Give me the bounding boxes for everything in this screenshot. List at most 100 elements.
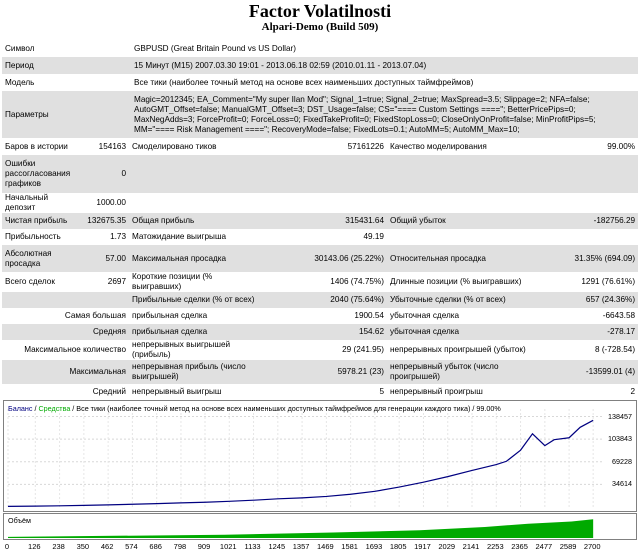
model-value: Все тики (наиболее точный метод на основ…	[74, 74, 639, 91]
x-tick-label: 2365	[511, 542, 528, 551]
period-label: Период	[2, 57, 74, 74]
net-label: Чистая прибыль	[2, 213, 74, 229]
x-tick-label: 462	[100, 542, 114, 551]
report-subtitle: Alpari-Demo (Build 509)	[261, 21, 379, 33]
avg-cons-wins-label: непрерывный выигрыш	[129, 384, 262, 400]
row-deposit: Начальный депозит 1000.00	[2, 193, 639, 213]
rel-dd-value: 31.35% (694.09)	[542, 245, 639, 272]
pf-label: Прибыльность	[2, 229, 74, 245]
quality-label: Качество моделирования	[387, 138, 542, 155]
row-profit-trades: Прибыльные сделки (% от всех) 2040 (75.6…	[2, 292, 639, 308]
x-tick-label: 1917	[414, 542, 431, 551]
volume-chart: Объём	[3, 513, 637, 540]
row-largest: Самая большая прибыльная сделка 1900.54 …	[2, 308, 639, 324]
report-table: Символ GBPUSD (Great Britain Pound vs US…	[2, 40, 639, 400]
trades-label: Всего сделок	[2, 272, 74, 292]
quality-value: 99.00%	[542, 138, 639, 155]
expect-label: Матожидание выигрыша	[129, 229, 262, 245]
row-drawdown: Абсолютная просадка 57.00 Максимальная п…	[2, 245, 639, 272]
max-cons-wins-value: 29 (241.95)	[262, 340, 387, 360]
row-pf: Прибыльность 1.73 Матожидание выигрыша 4…	[2, 229, 639, 245]
average-profit-label: прибыльная сделка	[129, 324, 262, 340]
x-tick-label: 238	[52, 542, 65, 551]
net-value: 132675.35	[74, 213, 129, 229]
max-dd-value: 30143.06 (25.22%)	[262, 245, 387, 272]
largest-profit-value: 1900.54	[262, 308, 387, 324]
x-tick-label: 1021	[219, 542, 237, 551]
x-tick-label: 350	[76, 542, 90, 551]
params-label: Параметры	[2, 91, 74, 138]
pf-value: 1.73	[74, 229, 129, 245]
balance-line	[7, 419, 594, 507]
period-value: 15 Минут (M15) 2007.03.30 19:01 - 2013.0…	[74, 57, 639, 74]
gross-profit-value: 315431.64	[262, 213, 387, 229]
short-label: Короткие позиции (% выигравших)	[129, 272, 262, 292]
largest-loss-label: убыточная сделка	[387, 308, 542, 324]
y-tick-label: 103843	[608, 434, 632, 444]
maximal-label: Максимальная	[2, 360, 129, 384]
long-value: 1291 (76.61%)	[542, 272, 639, 292]
max-dd-label: Максимальная просадка	[129, 245, 262, 272]
deposit-label: Начальный депозит	[2, 193, 74, 213]
gross-loss-label: Общий убыток	[387, 213, 542, 229]
model-label: Модель	[2, 74, 74, 91]
gross-loss-value: -182756.29	[542, 213, 639, 229]
loss-trades-label: Убыточные сделки (% от всех)	[387, 292, 542, 308]
x-tick-label: 1693	[365, 542, 383, 551]
row-max-count: Максимальное количество непрерывных выиг…	[2, 340, 639, 360]
bars-label: Баров в истории	[2, 138, 74, 155]
errors-label: Ошибки рассогласования графиков	[2, 155, 74, 193]
average-profit-value: 154.62	[262, 324, 387, 340]
balance-chart: Баланс / Средства / Все тики (наиболее т…	[3, 400, 637, 512]
maximal-loss-label: непрерывный убыток (число проигрышей)	[387, 360, 542, 384]
x-tick-label: 1469	[317, 542, 334, 551]
gross-profit-label: Общая прибыль	[129, 213, 262, 229]
avg-cons-wins-value: 5	[262, 384, 387, 400]
y-tick-label: 34614	[612, 479, 632, 489]
volume-area	[8, 519, 594, 538]
maximal-profit-label: непрерывная прибыль (число выигрышей)	[129, 360, 262, 384]
volume-chart-svg	[8, 519, 594, 538]
x-tick-label: 0	[4, 542, 10, 551]
row-maximal: Максимальная непрерывная прибыль (число …	[2, 360, 639, 384]
bars-value: 154163	[74, 138, 129, 155]
profit-trades-label: Прибыльные сделки (% от всех)	[129, 292, 262, 308]
loss-trades-value: 657 (24.36%)	[542, 292, 639, 308]
x-axis: 0 126 238 350 462 574 686 798 909 1021 1133 1245 135…	[3, 542, 637, 552]
ticks-label: Смоделировано тиков	[129, 138, 262, 155]
x-tick-label: 2253	[486, 542, 504, 551]
x-tick-label: 2029	[438, 542, 456, 551]
x-tick-label: 2141	[462, 542, 480, 551]
abs-dd-value: 57.00	[74, 245, 129, 272]
row-avg-cons: Средний непрерывный выигрыш 5 непрерывны…	[2, 384, 639, 400]
x-tick-label: 1805	[389, 542, 407, 551]
max-cons-losses-label: непрерывных проигрышей (убыток)	[387, 340, 542, 360]
trades-value: 2697	[74, 272, 129, 292]
max-cons-wins-label: непрерывных выигрышей (прибыль)	[129, 340, 262, 360]
largest-loss-value: -6643.58	[542, 308, 639, 324]
row-period: Период 15 Минут (M15) 2007.03.30 19:01 -…	[2, 57, 639, 74]
row-params: Параметры Magic=2012345; EA_Comment="My …	[2, 91, 639, 138]
largest-profit-label: прибыльная сделка	[129, 308, 262, 324]
params-value: Magic=2012345; EA_Comment="My super Ilan…	[74, 91, 639, 138]
row-errors: Ошибки рассогласования графиков 0	[2, 155, 639, 193]
legend-separator: /	[32, 404, 39, 413]
long-label: Длинные позиции (% выигравших)	[387, 272, 542, 292]
row-average: Средняя прибыльная сделка 154.62 убыточн…	[2, 324, 639, 340]
rel-dd-label: Относительная просадка	[387, 245, 542, 272]
x-tick-label: 2477	[535, 542, 553, 551]
x-tick-label: 1357	[292, 542, 310, 551]
x-tick-label: 126	[28, 542, 41, 551]
x-tick-label: 2700	[583, 542, 601, 551]
legend-balance: Баланс	[8, 404, 33, 413]
maximal-profit-value: 5978.21 (23)	[262, 360, 387, 384]
avg-cons-label: Средний	[2, 384, 129, 400]
abs-dd-label: Абсолютная просадка	[2, 245, 74, 272]
row-bars: Баров в истории 154163 Смоделировано тик…	[2, 138, 639, 155]
volume-label: Объём	[8, 516, 31, 525]
balance-chart-svg	[7, 409, 604, 507]
x-tick-label: 686	[149, 542, 162, 551]
expect-value: 49.19	[262, 229, 387, 245]
errors-value: 0	[74, 155, 129, 193]
maximal-loss-value: -13599.01 (4)	[542, 360, 639, 384]
